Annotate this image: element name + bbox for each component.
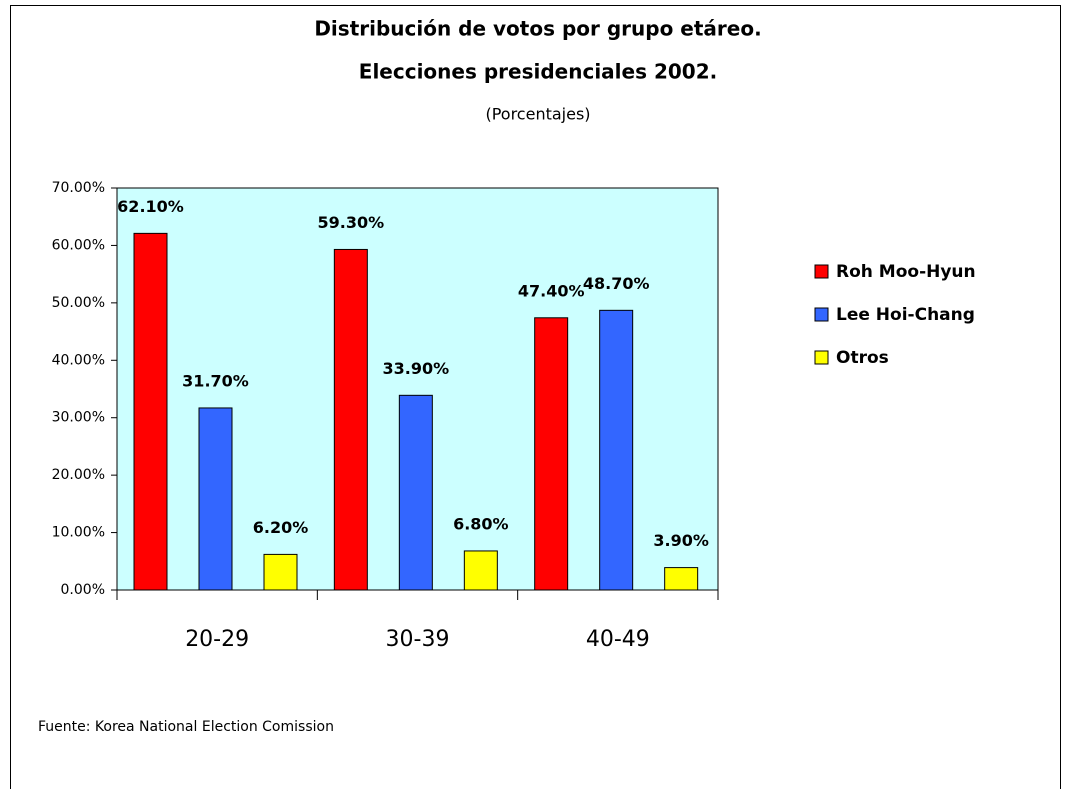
bar bbox=[599, 309, 634, 591]
x-tick-label: 30-39 bbox=[386, 627, 450, 652]
value-label: 59.30% bbox=[318, 213, 385, 232]
y-tick-label: 0.00% bbox=[61, 582, 105, 598]
value-label: 47.40% bbox=[518, 281, 585, 300]
legend-label: Roh Moo-Hyun bbox=[836, 262, 976, 282]
value-label: 33.90% bbox=[383, 359, 450, 378]
bar bbox=[534, 317, 569, 591]
chart-title: Distribución de votos por grupo etáreo. bbox=[314, 17, 761, 41]
bar bbox=[398, 394, 433, 591]
unit-label: (Porcentajes) bbox=[485, 105, 590, 124]
frame bbox=[10, 5, 1061, 789]
legend-swatch bbox=[814, 307, 829, 322]
value-label: 62.10% bbox=[117, 197, 184, 216]
value-label: 6.80% bbox=[453, 514, 509, 533]
y-tick-label: 10.00% bbox=[52, 525, 105, 541]
bar bbox=[463, 550, 498, 591]
value-label: 31.70% bbox=[182, 371, 249, 390]
legend-label: Lee Hoi-Chang bbox=[836, 305, 975, 325]
y-tick-label: 70.00% bbox=[52, 180, 105, 196]
chart-subtitle: Elecciones presidenciales 2002. bbox=[359, 60, 717, 84]
y-tick-label: 50.00% bbox=[52, 295, 105, 311]
source-note: Fuente: Korea National Election Comissio… bbox=[38, 719, 334, 735]
legend-swatch bbox=[814, 264, 829, 279]
bar bbox=[664, 567, 699, 591]
x-tick-label: 40-49 bbox=[586, 627, 650, 652]
value-label: 3.90% bbox=[653, 531, 709, 550]
value-label: 6.20% bbox=[253, 518, 309, 537]
legend-label: Otros bbox=[836, 348, 889, 368]
y-tick-label: 60.00% bbox=[52, 237, 105, 253]
x-tick-label: 20-29 bbox=[185, 627, 249, 652]
y-tick-label: 30.00% bbox=[52, 410, 105, 426]
bar bbox=[333, 248, 368, 591]
bar bbox=[198, 407, 233, 591]
value-label: 48.70% bbox=[583, 274, 650, 293]
legend-swatch bbox=[814, 350, 829, 365]
bar bbox=[263, 553, 298, 591]
y-tick-label: 40.00% bbox=[52, 352, 105, 368]
bar bbox=[133, 232, 168, 591]
y-tick-label: 20.00% bbox=[52, 467, 105, 483]
